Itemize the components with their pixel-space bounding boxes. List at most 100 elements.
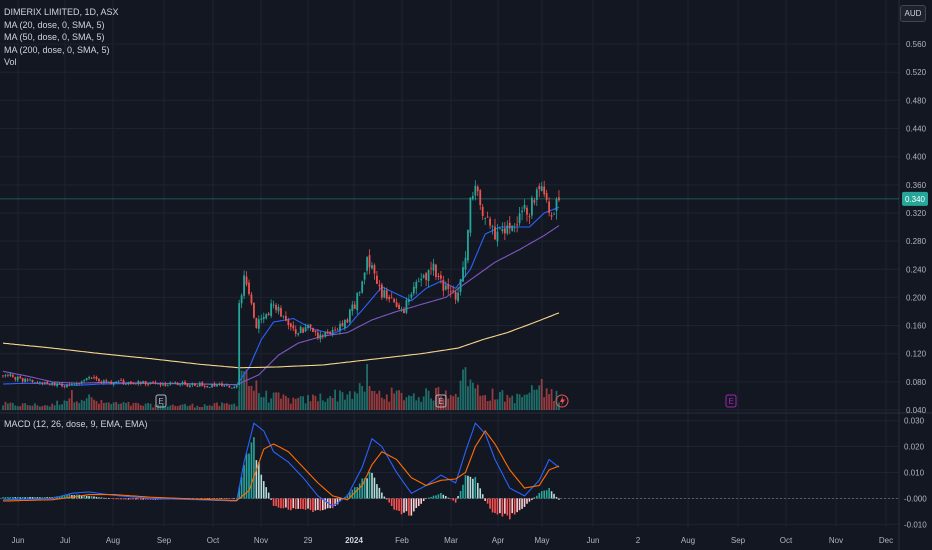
macd-legend[interactable]: MACD (12, 26, dose, 9, EMA, EMA)	[4, 419, 148, 429]
macd-histogram-bar	[383, 496, 386, 499]
volume-bar	[58, 404, 61, 410]
currency-button[interactable]: AUD	[900, 5, 926, 22]
macd-histogram-bar	[307, 498, 309, 509]
volume-bar	[248, 386, 250, 410]
candle	[189, 385, 191, 387]
volume-bar	[341, 392, 344, 410]
candle	[513, 226, 516, 228]
volume-bar	[225, 403, 228, 410]
macd-histogram-bar	[442, 494, 445, 499]
candle	[58, 383, 61, 384]
macd-histogram-bar	[445, 496, 447, 499]
volume-bar	[117, 403, 120, 410]
time-tick-label: Apr	[492, 536, 505, 545]
macd-histogram-bar	[378, 487, 381, 499]
macd-histogram-bar	[120, 498, 122, 500]
volume-bar	[511, 395, 514, 410]
volume-bar	[75, 401, 78, 410]
candle	[112, 382, 115, 385]
volume-bar	[503, 401, 506, 410]
ma200-legend[interactable]: MA (200, dose, 0, SMA, 5)	[4, 44, 110, 55]
candle	[88, 377, 90, 379]
candle	[154, 382, 157, 384]
volume-bar	[378, 390, 381, 410]
macd-histogram-bar	[491, 498, 494, 513]
candle	[385, 290, 388, 299]
candle	[380, 284, 383, 298]
volume-bar	[120, 403, 122, 410]
candle	[511, 225, 514, 231]
macd-histogram-bar	[243, 464, 245, 499]
ma20-legend[interactable]: MA (20, dose, 0, SMA, 5)	[4, 19, 105, 30]
candle	[139, 381, 142, 384]
candle	[316, 332, 319, 339]
macd-histogram-bar	[280, 498, 282, 509]
volume-bar	[191, 403, 194, 410]
volume-bar	[385, 394, 388, 410]
candle	[21, 378, 24, 382]
candle	[171, 382, 174, 384]
candle	[309, 324, 312, 327]
last-price-tag: 0.340	[905, 195, 926, 204]
macd-histogram-bar	[78, 494, 81, 499]
macd-histogram-bar	[432, 495, 435, 499]
time-tick-label: 2024	[345, 536, 363, 545]
macd-histogram-bar	[206, 498, 208, 499]
symbol-title[interactable]: DIMERIX LIMITED, 1D, ASX	[4, 7, 119, 17]
volume-bar	[294, 398, 297, 410]
macd-histogram-bar	[516, 498, 518, 513]
volume-bar	[147, 402, 150, 410]
time-tick-label: Aug	[681, 536, 695, 545]
candle	[240, 295, 243, 304]
macd-histogram-bar	[85, 495, 88, 499]
macd-histogram-bar	[253, 437, 255, 499]
candle	[393, 298, 396, 303]
macd-histogram-bar	[550, 491, 553, 499]
candle	[506, 225, 509, 234]
volume-bar	[457, 397, 459, 410]
candle	[176, 382, 179, 385]
macd-histogram-bar	[90, 495, 93, 499]
macd-histogram-bar	[105, 498, 108, 499]
macd-histogram-bar	[110, 498, 113, 499]
candle	[533, 200, 536, 203]
volume-bar	[4, 401, 7, 410]
candle	[444, 285, 447, 290]
macd-histogram-bar	[277, 498, 280, 508]
volume-bar	[31, 405, 34, 410]
macd-histogram-bar	[319, 498, 322, 511]
candle	[435, 264, 437, 277]
candle	[410, 294, 413, 298]
macd-histogram-bar	[290, 498, 292, 511]
macd-histogram-bar	[381, 492, 383, 499]
volume-bar	[53, 405, 56, 410]
volume-legend[interactable]: Vol	[4, 57, 17, 67]
volume-bar	[334, 389, 336, 410]
candle	[56, 383, 59, 386]
candle	[324, 332, 327, 337]
volume-bar	[255, 380, 258, 410]
volume-bar	[543, 397, 546, 410]
volume-bar	[66, 401, 68, 410]
candle	[24, 378, 27, 383]
candle	[464, 257, 467, 270]
candle	[26, 379, 29, 381]
volume-bar	[88, 394, 90, 410]
candle	[294, 329, 297, 334]
volume-bar	[83, 400, 86, 410]
macd-histogram-bar	[144, 498, 147, 500]
volume-bar	[260, 397, 263, 410]
volume-bar	[221, 402, 223, 410]
macd-histogram-bar	[132, 498, 135, 500]
macd-histogram-bar	[26, 496, 29, 499]
candle	[356, 292, 359, 311]
macd-histogram-bar	[61, 495, 63, 499]
macd-histogram-bar	[501, 498, 504, 517]
macd-histogram-bar	[250, 442, 253, 499]
candle	[427, 270, 430, 281]
ma50-legend[interactable]: MA (50, dose, 0, SMA, 5)	[4, 32, 105, 42]
candle	[11, 374, 14, 377]
macd-histogram-bar	[504, 498, 506, 514]
volume-bar	[63, 400, 66, 410]
